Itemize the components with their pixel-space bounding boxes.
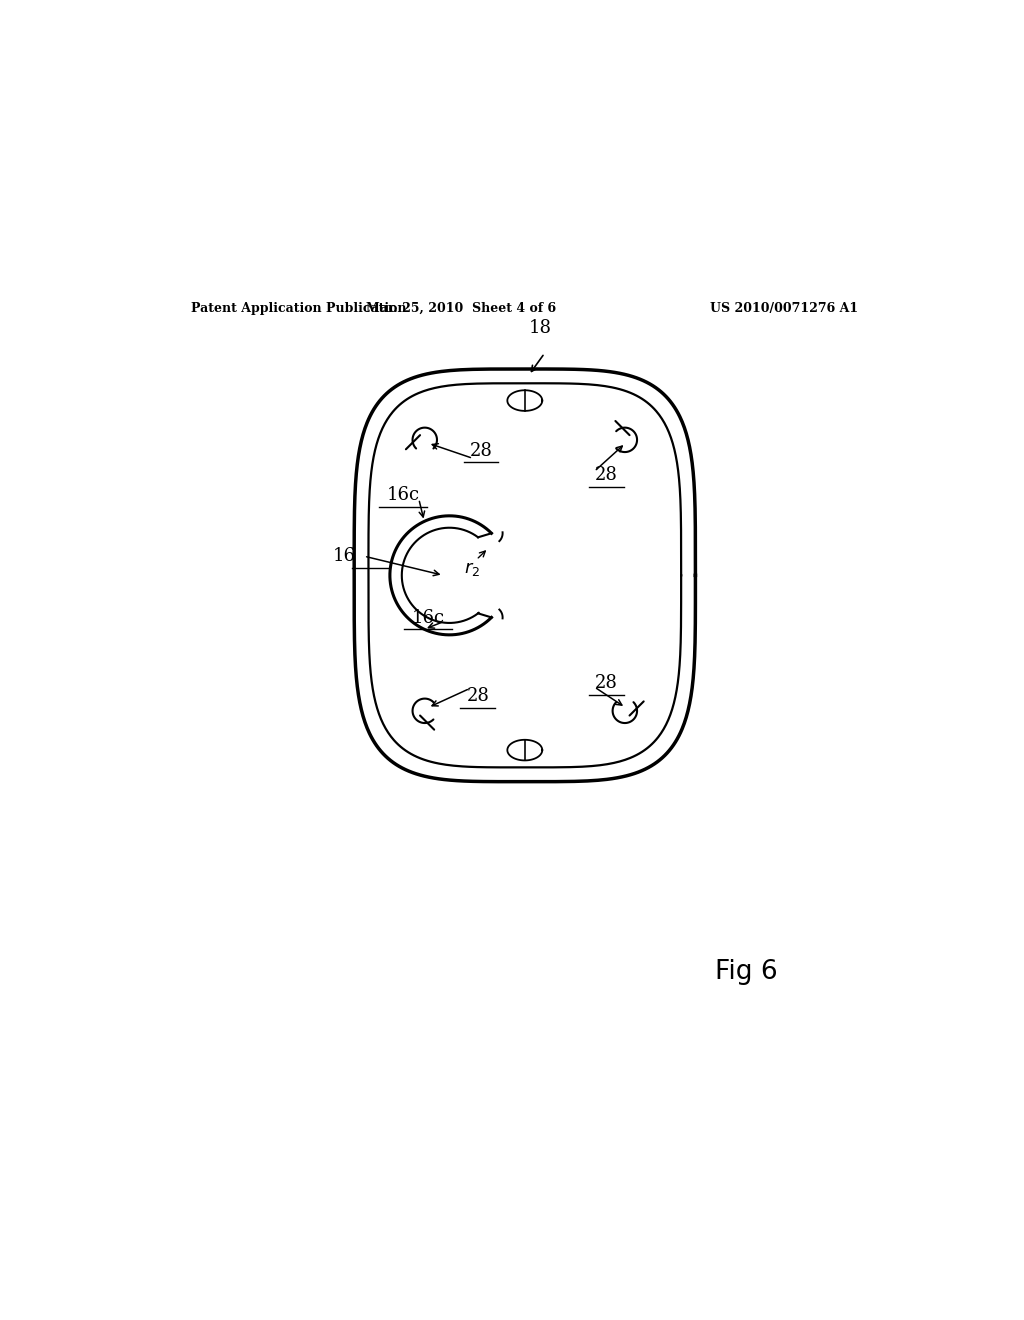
Text: Mar. 25, 2010  Sheet 4 of 6: Mar. 25, 2010 Sheet 4 of 6 bbox=[367, 301, 556, 314]
Text: US 2010/0071276 A1: US 2010/0071276 A1 bbox=[710, 301, 858, 314]
Text: Fig 6: Fig 6 bbox=[715, 960, 778, 985]
Text: 28: 28 bbox=[467, 688, 489, 705]
Text: 28: 28 bbox=[595, 466, 617, 484]
Text: 18: 18 bbox=[529, 319, 552, 337]
Text: Patent Application Publication: Patent Application Publication bbox=[191, 301, 407, 314]
Text: 16: 16 bbox=[333, 546, 356, 565]
Text: 16c: 16c bbox=[386, 486, 420, 504]
Text: 28: 28 bbox=[595, 675, 617, 692]
Text: 16c: 16c bbox=[412, 609, 444, 627]
Text: $r_2$: $r_2$ bbox=[464, 561, 480, 578]
Text: 28: 28 bbox=[470, 441, 493, 459]
